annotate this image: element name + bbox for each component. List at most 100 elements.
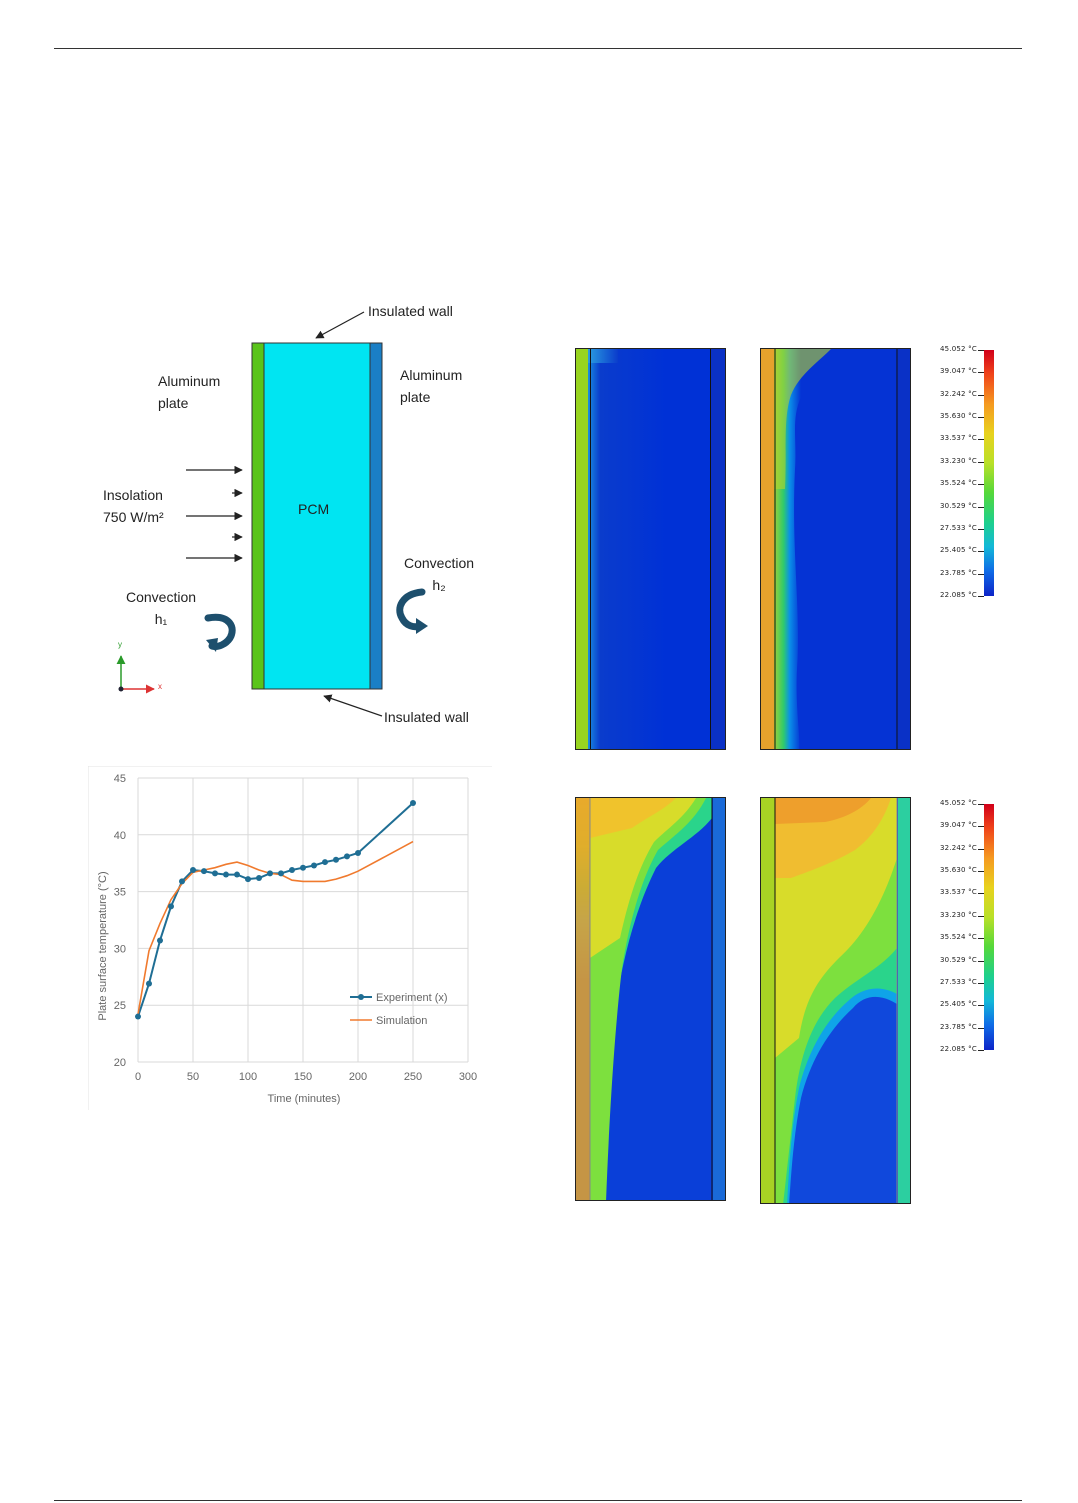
color-legend-value: 25.405 °C	[940, 1000, 977, 1009]
pcm-domain	[251, 342, 383, 690]
chart-x-tick-label: 200	[349, 1071, 367, 1083]
series-experiment-line	[137, 802, 414, 1017]
color-legend-tick	[978, 372, 984, 374]
left-convection-label: Convection h₁	[126, 589, 197, 627]
color-legend-tick	[978, 848, 984, 850]
series-experiment-point	[223, 871, 229, 878]
top-wall-pointer	[315, 311, 365, 339]
pcm-label: PCM	[298, 501, 330, 517]
temperature-chart: 0 50 100 150 200 250 300 20 25 30 35 40 45 Plate sur…	[87, 765, 492, 1110]
color-legend-value: 22.085 °C	[940, 1045, 977, 1053]
color-legend-value: 33.537 °C	[940, 888, 977, 897]
color-legend-tick	[978, 871, 984, 873]
color-legend-tick	[978, 1005, 984, 1007]
contour-panel-4	[760, 797, 911, 1204]
left-plate-label: Aluminum plate	[158, 373, 221, 411]
color-legend-value: 30.529 °C	[940, 955, 977, 964]
color-legend-bottom: 45.052 °C 39.047 °C 32.242 °C 35.630 °C 33.5…	[940, 799, 1000, 1056]
color-legend-tick	[978, 915, 984, 917]
color-legend-value: 22.085 °C	[940, 591, 977, 599]
chart-y-axis-label: Plate surface temperature (°C)	[97, 871, 109, 1020]
contour-2-field	[761, 349, 910, 749]
footer-rule	[54, 1500, 1022, 1501]
color-legend-top: 45.052 °C 39.047 °C 32.242 °C 35.630 °C 33.5…	[940, 345, 1000, 602]
bottom-wall-pointer	[323, 694, 383, 717]
series-experiment-point	[344, 853, 350, 860]
legend-experiment: Experiment (x)	[376, 992, 448, 1004]
color-legend-top-bar	[984, 350, 994, 596]
chart-legend: Experiment (x) Simulation	[350, 992, 448, 1027]
color-legend-value: 39.047 °C	[940, 367, 977, 376]
series-experiment-point	[234, 871, 240, 878]
color-legend-value: 27.533 °C	[940, 523, 977, 532]
series-experiment-point	[179, 878, 185, 885]
right-aluminum-plate	[369, 342, 383, 690]
chart-y-tick-label: 30	[114, 943, 126, 955]
series-experiment-point	[146, 980, 152, 987]
chart-y-tick-label: 20	[114, 1057, 126, 1069]
series-experiment-point	[289, 867, 295, 874]
chart-x-tick-label: 300	[459, 1071, 477, 1083]
series-experiment-point	[322, 859, 328, 866]
contour-panel-2	[760, 348, 911, 750]
chart-x-tick-label: 100	[239, 1071, 257, 1083]
color-legend-value: 23.785 °C	[940, 568, 977, 577]
insolation-arrows	[186, 465, 243, 563]
chart-x-axis-label: Time (minutes)	[268, 1093, 341, 1105]
right-convection-label: Convection h₂	[404, 555, 475, 593]
color-legend-value: 33.537 °C	[940, 434, 977, 443]
series-simulation-line	[137, 840, 414, 1015]
schematic-svg	[116, 311, 428, 717]
color-legend-value: 25.405 °C	[940, 546, 977, 555]
contour-4-field	[761, 798, 910, 1203]
series-experiment-point	[135, 1013, 141, 1020]
contour-panel-1	[575, 348, 726, 750]
chart-svg: 0 50 100 150 200 250 300 20 25 30 35 40 45 Plate sur…	[87, 765, 492, 1110]
schematic-figure: Insulated wall Insulated wall Aluminum p…	[90, 296, 510, 736]
insolation-label: Insolation 750 W/m²	[103, 487, 164, 525]
color-legend-value: 45.052 °C	[940, 799, 977, 807]
contour-1-left-plate-divider	[590, 349, 591, 749]
color-legend-top-labels: 45.052 °C 39.047 °C 32.242 °C 35.630 °C 33.5…	[940, 345, 984, 602]
color-legend-tick	[978, 1050, 984, 1051]
color-legend-tick	[978, 528, 984, 530]
chart-y-tick-label: 25	[114, 1000, 126, 1012]
right-convection-arrow-icon	[396, 588, 428, 634]
color-legend-tick	[978, 417, 984, 419]
axis-y-label: y	[118, 640, 122, 649]
chart-x-tick-label: 250	[404, 1071, 422, 1083]
color-legend-bottom-labels: 45.052 °C 39.047 °C 32.242 °C 35.630 °C 33.5…	[940, 799, 984, 1056]
series-experiment-point	[201, 868, 207, 875]
contour-panel-3	[575, 797, 726, 1201]
series-experiment-point	[212, 870, 218, 877]
color-legend-tick	[978, 982, 984, 984]
chart-x-tick-label: 50	[187, 1071, 199, 1083]
top-wall-label: Insulated wall	[368, 303, 453, 319]
color-legend-tick	[978, 551, 984, 553]
chart-y-tick-label: 40	[114, 830, 126, 842]
contour-1-top-warm-band	[588, 349, 618, 363]
axis-x-label: x	[158, 682, 162, 691]
series-experiment-point	[157, 937, 163, 944]
color-legend-tick	[978, 960, 984, 962]
series-experiment-point	[256, 874, 262, 881]
color-legend-tick	[978, 804, 984, 805]
color-legend-value: 35.630 °C	[940, 866, 977, 875]
bottom-wall-label: Insulated wall	[384, 709, 469, 725]
color-legend-tick	[978, 461, 984, 463]
color-legend-value: 27.533 °C	[940, 977, 977, 986]
chart-y-tick-label: 45	[114, 773, 126, 785]
series-experiment-point	[190, 867, 196, 874]
color-legend-tick	[978, 1027, 984, 1029]
coordinate-axes-icon	[116, 655, 155, 694]
color-legend-tick	[978, 484, 984, 486]
series-experiment-point	[333, 856, 339, 863]
series-experiment-point	[311, 862, 317, 869]
series-experiment-point	[410, 799, 416, 806]
color-legend-tick	[978, 938, 984, 940]
contour-1-right-plate	[710, 349, 725, 749]
series-experiment-point	[278, 870, 284, 877]
color-legend-tick	[978, 826, 984, 828]
series-experiment-point	[355, 849, 361, 856]
color-legend-value: 39.047 °C	[940, 821, 977, 830]
